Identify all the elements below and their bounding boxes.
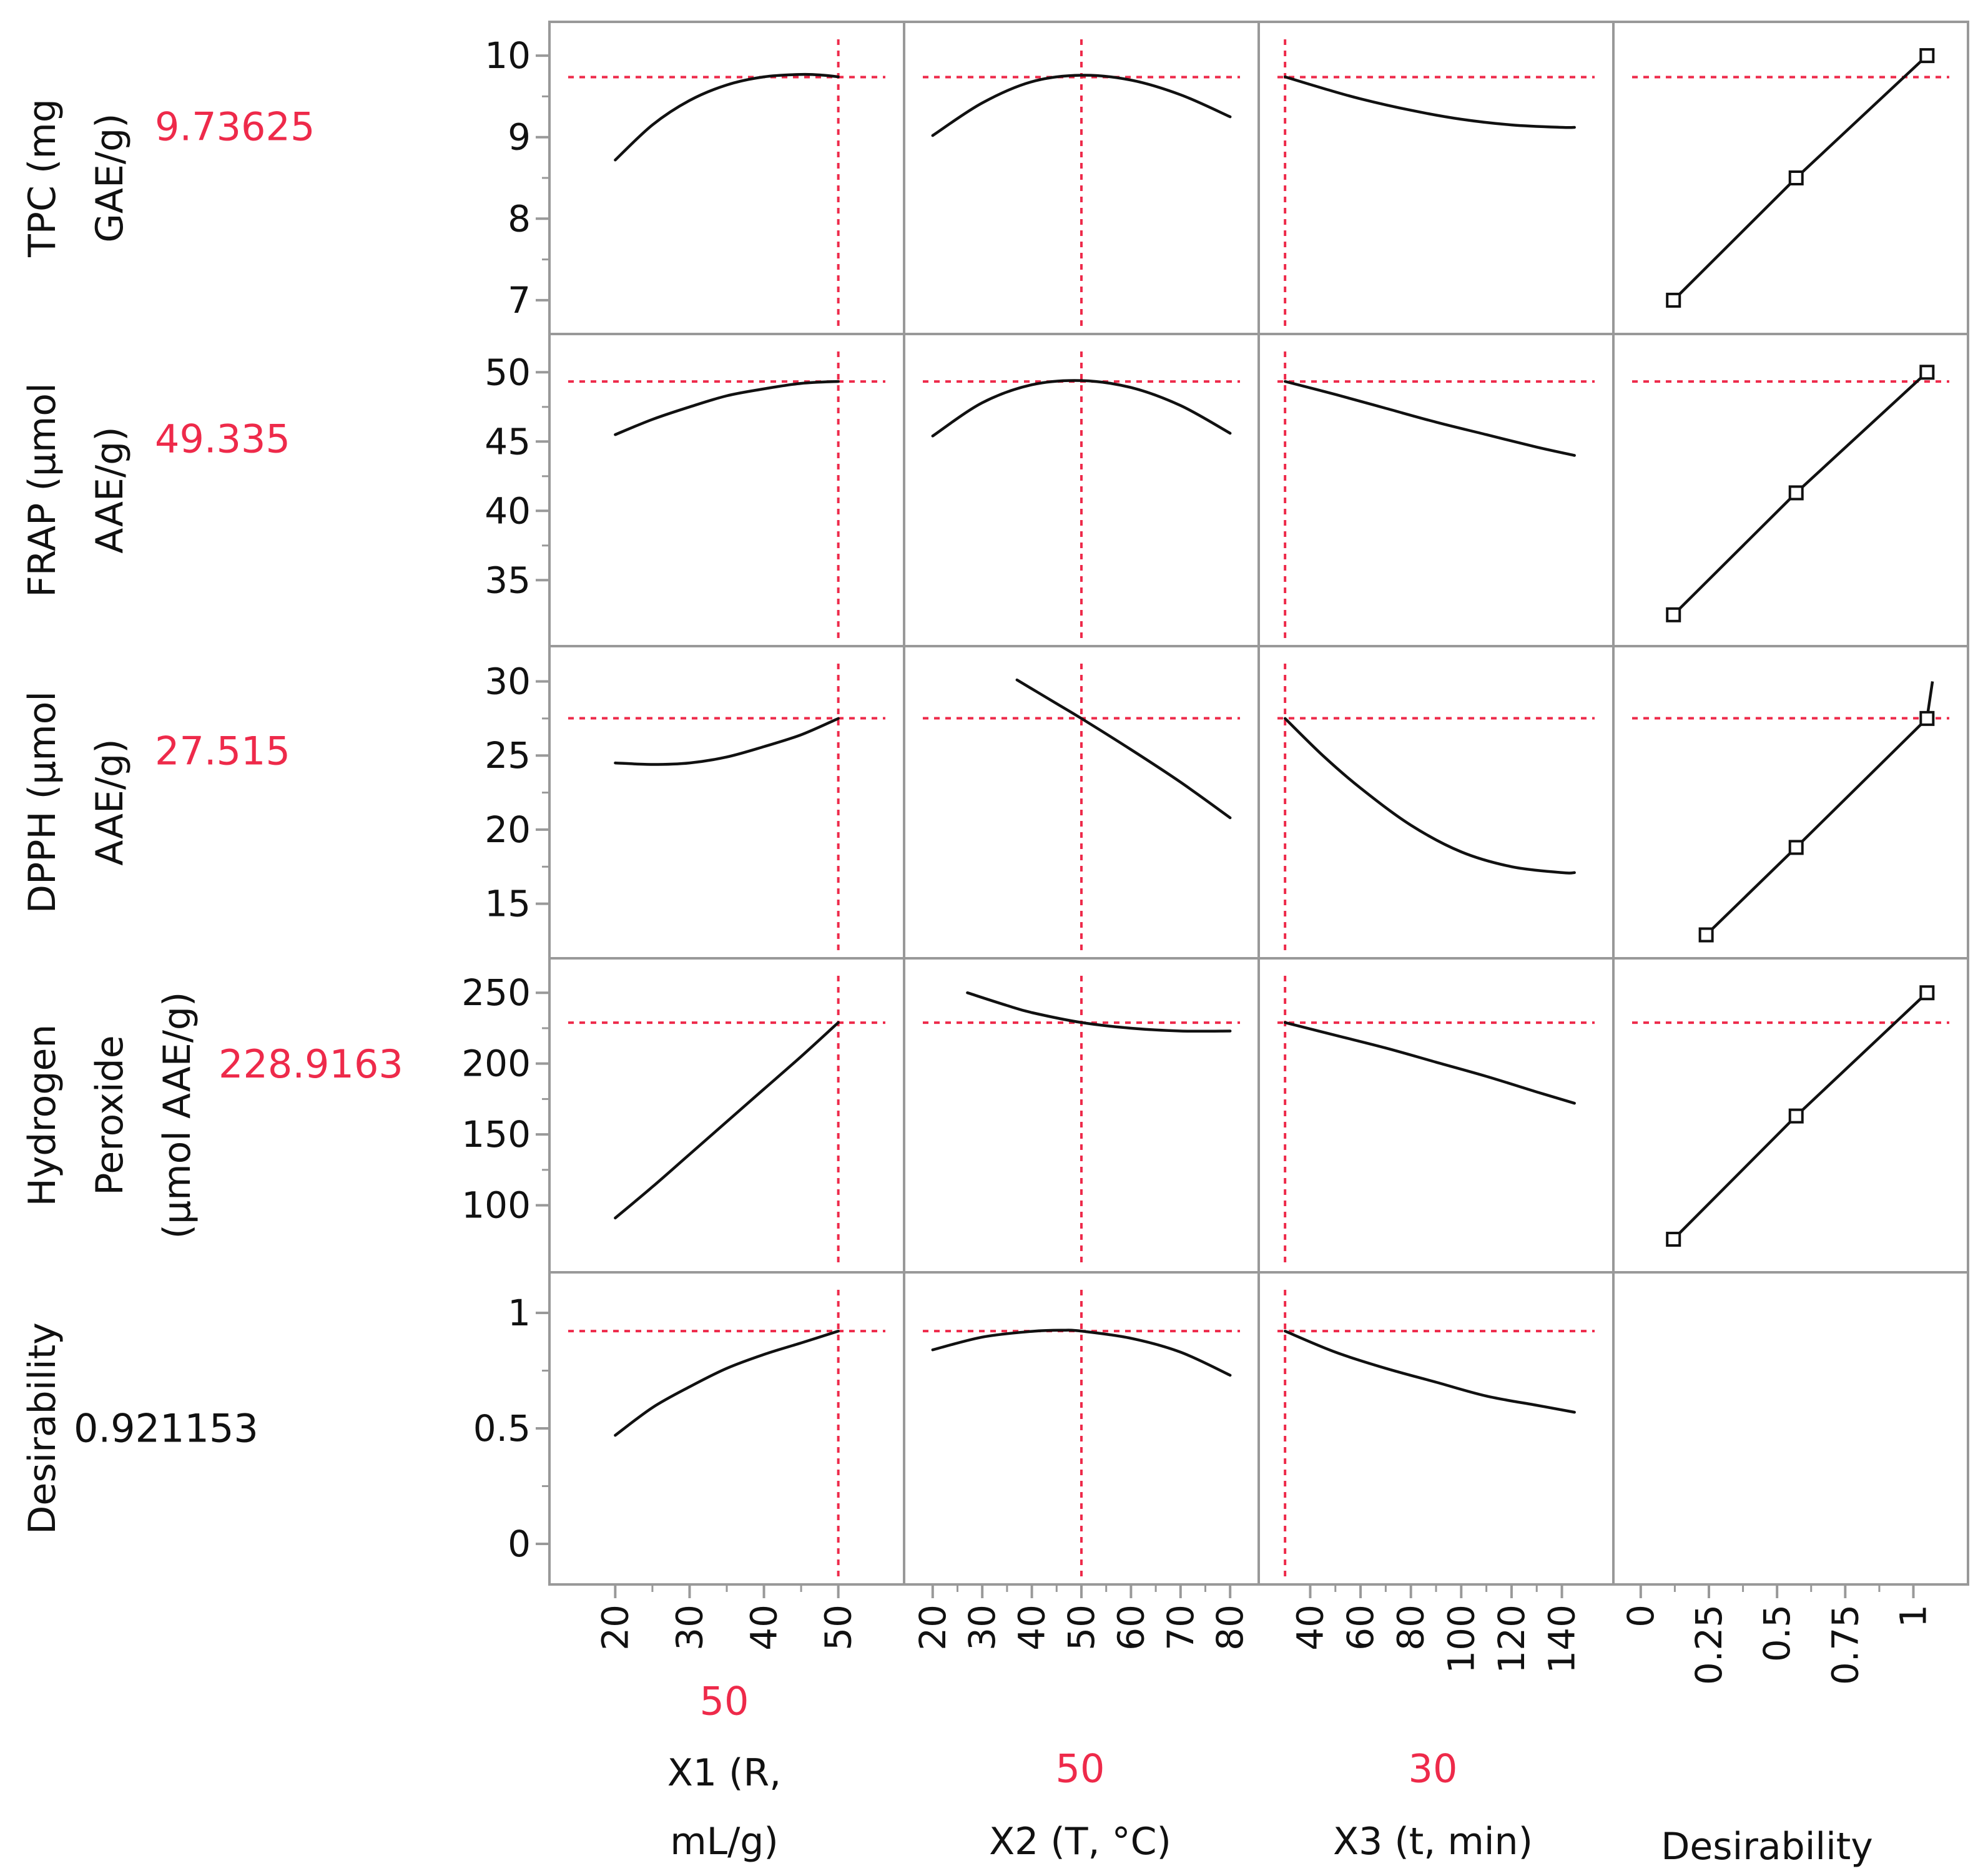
desirability-handle bbox=[1666, 1232, 1681, 1247]
profile-curve bbox=[614, 72, 840, 162]
chart-labels: TPC (mg GAE/g) 9.73625 FRAP (µmol AAE/g) 49.3… bbox=[21, 99, 1873, 1869]
x-tick-label: 140 bbox=[1541, 1604, 1583, 1674]
x-tick-label: 40 bbox=[1011, 1604, 1053, 1651]
y-tick-label: 8 bbox=[508, 197, 531, 240]
y-tick-label: 9 bbox=[508, 116, 531, 159]
response-name: FRAP (µmol bbox=[21, 383, 64, 597]
response-name: GAE/g) bbox=[88, 113, 132, 242]
desirability-handle bbox=[1919, 985, 1935, 1001]
profile-curve bbox=[1283, 380, 1576, 457]
profile-curve bbox=[1283, 717, 1576, 875]
x-tick-label: 20 bbox=[912, 1604, 954, 1651]
x-tick-label: 60 bbox=[1110, 1604, 1152, 1651]
x-tick-label: 120 bbox=[1490, 1604, 1533, 1674]
x-tick-label: 80 bbox=[1209, 1604, 1251, 1651]
y-tick-label: 150 bbox=[461, 1113, 531, 1156]
x-tick-label: 30 bbox=[961, 1604, 1003, 1651]
profile-curve bbox=[931, 74, 1232, 137]
y-tick-label: 0.5 bbox=[473, 1407, 531, 1450]
x-tick-label: 60 bbox=[1339, 1604, 1382, 1651]
y-tick-label: 35 bbox=[485, 559, 531, 601]
desirability-handle bbox=[1788, 840, 1804, 855]
profile-curves bbox=[614, 48, 1935, 1437]
y-tick-label: 1 bbox=[508, 1292, 531, 1334]
factor-name: X2 (T, °C) bbox=[989, 1820, 1171, 1864]
x-tick-label: 70 bbox=[1159, 1604, 1202, 1651]
response-name: DPPH (µmol bbox=[21, 691, 64, 913]
y-tick-label: 50 bbox=[485, 351, 531, 393]
y-tick-label: 45 bbox=[485, 420, 531, 463]
y-tick-label: 30 bbox=[485, 660, 531, 702]
y-tick-label: 40 bbox=[485, 489, 531, 532]
y-tick-label: 250 bbox=[461, 971, 531, 1014]
desirability-handle bbox=[1788, 170, 1804, 185]
desirability-handle bbox=[1788, 485, 1804, 501]
y-tick-label: 10 bbox=[485, 34, 531, 77]
factor-name: X3 (t, min) bbox=[1333, 1820, 1533, 1864]
profile-curve bbox=[1283, 1329, 1576, 1414]
x-tick-label: 40 bbox=[743, 1604, 785, 1651]
x-tick-label: 50 bbox=[817, 1604, 860, 1651]
profile-curve bbox=[931, 1328, 1232, 1377]
profile-curve bbox=[614, 380, 840, 436]
y-tick-label: 7 bbox=[508, 279, 531, 322]
desirability-handle bbox=[1919, 48, 1935, 64]
response-name: Hydrogen bbox=[21, 1024, 64, 1207]
x-tick-label: 40 bbox=[1289, 1604, 1331, 1651]
x-tick-label: 30 bbox=[668, 1604, 711, 1651]
response-name: AAE/g) bbox=[88, 739, 132, 865]
factor-current-value: 30 bbox=[1409, 1746, 1458, 1792]
y-tick-label: 100 bbox=[461, 1184, 531, 1227]
factor-name: X1 (R, bbox=[667, 1751, 782, 1795]
desirability-handle bbox=[1919, 365, 1935, 380]
y-tick-label: 200 bbox=[461, 1043, 531, 1085]
x-tick-label: 0.5 bbox=[1756, 1604, 1798, 1662]
response-current-value: 0.921153 bbox=[74, 1406, 258, 1451]
factor-current-value: 50 bbox=[1056, 1746, 1105, 1792]
response-name: Desirability bbox=[21, 1322, 64, 1535]
x-tick-label: 100 bbox=[1440, 1604, 1482, 1674]
x-tick-label: 1 bbox=[1892, 1604, 1935, 1628]
axis-ticks: 78910354045501520253010015020025000.5120… bbox=[461, 34, 1934, 1685]
response-current-value: 49.335 bbox=[155, 416, 290, 462]
response-current-value: 27.515 bbox=[155, 729, 290, 774]
profile-curve bbox=[614, 717, 840, 766]
response-name: TPC (mg bbox=[21, 99, 64, 258]
desirability-handle bbox=[1666, 607, 1681, 622]
response-current-value: 9.73625 bbox=[155, 104, 315, 150]
y-tick-label: 20 bbox=[485, 808, 531, 851]
profile-curve bbox=[966, 991, 1232, 1033]
x-tick-label: 0.75 bbox=[1824, 1604, 1866, 1685]
profile-curve bbox=[614, 1021, 840, 1220]
response-name: AAE/g) bbox=[88, 426, 132, 553]
profile-curve bbox=[1283, 75, 1576, 129]
y-tick-label: 25 bbox=[485, 734, 531, 777]
desirability-handle bbox=[1698, 927, 1714, 943]
profile-curve bbox=[614, 1329, 840, 1437]
response-current-value: 228.9163 bbox=[219, 1041, 403, 1087]
desirability-function bbox=[1705, 717, 1928, 936]
factor-name: Desirability bbox=[1661, 1825, 1873, 1869]
profile-curve bbox=[1283, 1021, 1576, 1105]
profile-curve bbox=[1015, 678, 1232, 820]
x-tick-label: 0 bbox=[1620, 1604, 1662, 1628]
desirability-handle bbox=[1666, 292, 1681, 308]
response-name: (µmol AAE/g) bbox=[155, 992, 199, 1239]
factor-name: mL/g) bbox=[670, 1820, 779, 1864]
plot-grid bbox=[548, 21, 1969, 1586]
x-tick-label: 50 bbox=[1060, 1604, 1103, 1651]
y-tick-label: 15 bbox=[485, 883, 531, 925]
x-tick-label: 0.25 bbox=[1688, 1604, 1730, 1685]
factor-current-value: 50 bbox=[700, 1679, 749, 1724]
response-name: Peroxide bbox=[88, 1035, 132, 1195]
x-tick-label: 80 bbox=[1390, 1604, 1432, 1651]
y-tick-label: 0 bbox=[508, 1523, 531, 1565]
desirability-handle bbox=[1788, 1108, 1804, 1124]
profile-curve bbox=[931, 379, 1232, 438]
x-tick-label: 20 bbox=[594, 1604, 636, 1651]
desirability-handle bbox=[1919, 710, 1935, 726]
